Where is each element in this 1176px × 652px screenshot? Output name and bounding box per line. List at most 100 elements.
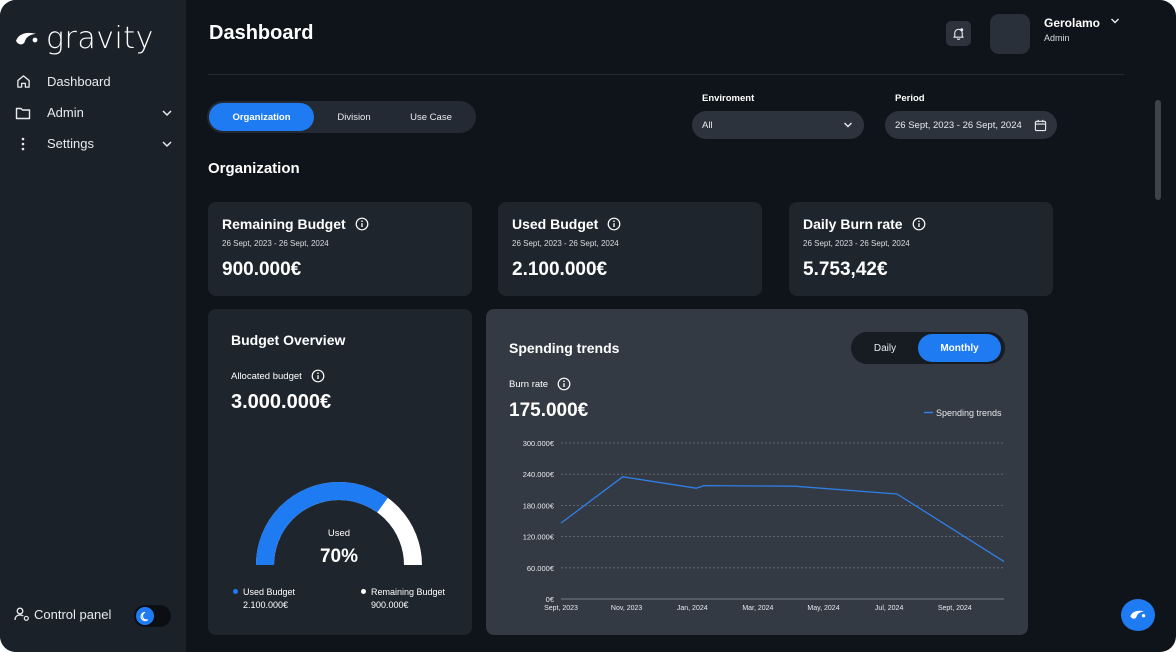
section-title: Organization — [208, 160, 300, 177]
control-panel-link[interactable]: Control panel — [14, 606, 111, 622]
info-icon[interactable] — [912, 217, 926, 231]
stat-title-text: Used Budget — [512, 216, 599, 232]
period-picker[interactable]: 26 Sept, 2023 - 26 Sept, 2024 — [885, 111, 1057, 139]
y-tick-label: 0€ — [546, 595, 555, 604]
sidebar: gravity Dashboard Admin Settings — [0, 0, 186, 652]
more-vertical-icon — [14, 135, 32, 153]
spending-trends-title: Spending trends — [509, 340, 620, 356]
header-divider — [208, 74, 1124, 75]
burn-rate-text: Burn rate — [509, 378, 549, 390]
allocated-budget-value: 3.000.000€ — [231, 391, 332, 413]
chevron-down-icon[interactable] — [160, 106, 174, 120]
series-line — [560, 476, 1005, 563]
user-name[interactable]: Gerolamo — [1044, 16, 1101, 30]
scope-tabs: Organization Division Use Case — [207, 101, 476, 133]
spending-trends-chart: 300.000€ 240.000€ 180.000€ 120.000€ 60.000€ 0… — [523, 408, 1005, 612]
page-title: Dashboard — [209, 22, 314, 44]
legend-dot — [361, 589, 366, 595]
moon-icon — [136, 607, 154, 625]
chevron-down-icon[interactable] — [1109, 15, 1121, 27]
info-icon[interactable] — [311, 369, 325, 383]
gauge-label: Used — [328, 528, 350, 539]
spending-trends-card: Spending trends Daily Monthly Burn rate … — [486, 309, 1028, 635]
user-settings-icon — [14, 607, 29, 621]
legend-value: 2.100.000€ — [243, 600, 289, 610]
notifications-button[interactable] — [946, 21, 971, 46]
sidebar-item-settings[interactable]: Settings — [14, 128, 174, 159]
sidebar-item-label: Dashboard — [47, 74, 111, 89]
bell-icon — [953, 28, 964, 40]
legend-remaining-budget: Remaining Budget 900.000€ — [361, 587, 445, 610]
scrollbar-thumb[interactable] — [1155, 100, 1161, 200]
legend-used-budget: Used Budget 2.100.000€ — [233, 587, 295, 610]
environment-value: All — [702, 119, 713, 131]
control-panel-label: Control panel — [34, 606, 112, 622]
chevron-down-icon — [844, 122, 852, 128]
period-label: Period — [895, 93, 925, 104]
tab-daily[interactable]: Daily — [873, 342, 897, 354]
stat-value: 2.100.000€ — [512, 259, 608, 280]
info-icon[interactable] — [355, 217, 369, 231]
stat-title-text: Remaining Budget — [222, 216, 346, 232]
environment-label: Enviroment — [702, 93, 755, 104]
y-tick-label: 120.000€ — [523, 533, 555, 542]
used-budget-card: Used Budget 26 Sept, 2023 - 26 Sept, 202… — [498, 202, 762, 296]
tab-monthly[interactable]: Monthly — [918, 334, 1001, 362]
x-tick-label: May, 2024 — [807, 605, 839, 612]
x-tick-label: Nov, 2023 — [611, 605, 642, 612]
info-icon[interactable] — [607, 217, 621, 231]
budget-overview-title: Budget Overview — [231, 332, 346, 348]
tab-organization[interactable]: Organization — [209, 103, 314, 131]
x-tick-label: Jan, 2024 — [677, 605, 708, 612]
stat-range: 26 Sept, 2023 - 26 Sept, 2024 — [803, 239, 910, 248]
home-icon — [14, 73, 32, 91]
stat-range: 26 Sept, 2023 - 26 Sept, 2024 — [512, 239, 619, 248]
x-tick-label: Jul, 2024 — [875, 605, 904, 612]
info-icon[interactable] — [557, 377, 571, 391]
x-tick-label: Sept, 2024 — [938, 605, 972, 612]
environment-select[interactable]: All — [692, 111, 864, 139]
logo[interactable]: gravity — [14, 22, 154, 56]
stat-title-text: Daily Burn rate — [803, 216, 903, 232]
allocated-budget-text: Allocated budget — [231, 370, 302, 382]
gauge-used-arc — [256, 482, 388, 566]
dark-mode-toggle[interactable] — [134, 605, 171, 627]
stat-range: 26 Sept, 2023 - 26 Sept, 2024 — [222, 239, 329, 248]
tab-use-case[interactable]: Use Case — [410, 111, 452, 123]
y-tick-label: 300.000€ — [523, 439, 555, 448]
sidebar-item-dashboard[interactable]: Dashboard — [14, 66, 174, 97]
sidebar-nav: Dashboard Admin Settings — [14, 66, 174, 159]
remaining-budget-card: Remaining Budget 26 Sept, 2023 - 26 Sept… — [208, 202, 472, 296]
sidebar-item-label: Settings — [47, 136, 94, 151]
y-tick-label: 240.000€ — [523, 470, 555, 479]
avatar[interactable] — [990, 14, 1030, 54]
logo-text: gravity — [46, 21, 154, 56]
allocated-budget-label: Allocated budget — [231, 369, 325, 383]
granularity-tabs: Daily Monthly — [851, 332, 1005, 364]
legend-dot — [233, 589, 238, 595]
burn-rate-label: Burn rate — [509, 377, 571, 391]
stat-value: 5.753,42€ — [803, 259, 888, 280]
period-value: 26 Sept, 2023 - 26 Sept, 2024 — [895, 119, 1022, 131]
daily-burn-rate-card: Daily Burn rate 26 Sept, 2023 - 26 Sept,… — [789, 202, 1053, 296]
budget-gauge: Used 70% — [256, 482, 422, 567]
legend-value: 900.000€ — [371, 600, 409, 610]
y-tick-label: 180.000€ — [523, 501, 555, 510]
budget-overview-card: Budget Overview Allocated budget 3.000.0… — [208, 309, 472, 635]
gravity-logo-icon — [1130, 610, 1146, 619]
x-tick-label: Sept, 2023 — [544, 605, 578, 612]
calendar-icon — [1034, 119, 1047, 131]
gauge-value: 70% — [320, 546, 358, 567]
gravity-logo-icon — [16, 32, 38, 45]
assistant-button[interactable] — [1121, 599, 1155, 631]
chevron-down-icon[interactable] — [160, 137, 174, 151]
stat-value: 900.000€ — [222, 259, 302, 280]
stat-title: Remaining Budget — [222, 216, 369, 232]
legend-label: Spending trends — [936, 408, 1002, 418]
x-tick-label: Mar, 2024 — [742, 605, 773, 612]
folder-icon — [14, 104, 32, 122]
tab-division[interactable]: Division — [337, 111, 371, 123]
user-role: Admin — [1044, 33, 1070, 43]
sidebar-item-admin[interactable]: Admin — [14, 97, 174, 128]
